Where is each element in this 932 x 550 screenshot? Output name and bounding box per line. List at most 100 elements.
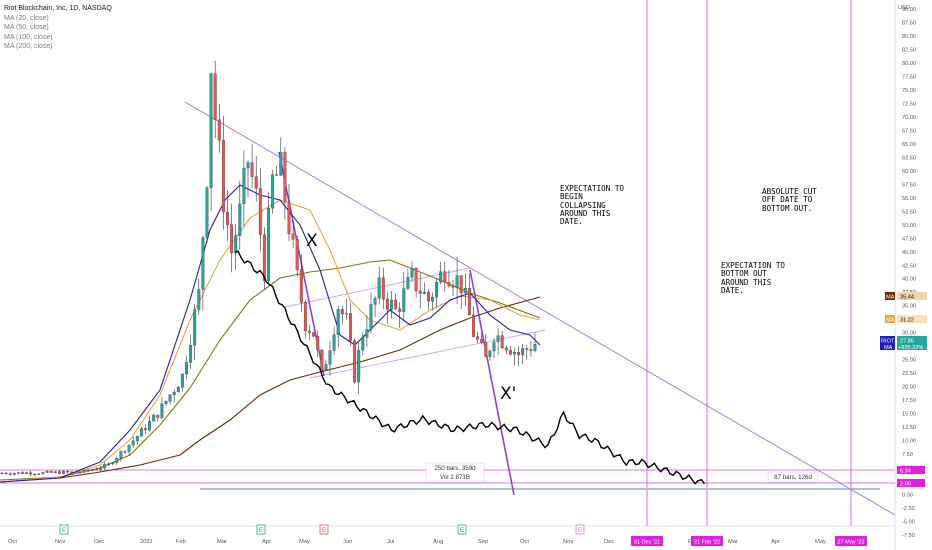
y-tick-20: 40.00 xyxy=(902,277,916,283)
earnings-marker-box[interactable] xyxy=(319,524,329,535)
candle xyxy=(500,335,504,349)
candle xyxy=(16,472,20,474)
y-tick-26: 25.00 xyxy=(902,358,916,364)
candle xyxy=(504,347,508,351)
y-tick-12: 60.00 xyxy=(902,169,916,175)
candle xyxy=(189,345,193,363)
range1-bars: 250 bars, 359d xyxy=(434,465,476,472)
y-tick-38: -5.00 xyxy=(902,520,915,526)
candle xyxy=(267,207,270,281)
x-tick-3: 2021 xyxy=(140,539,153,545)
candle xyxy=(291,233,295,240)
y-tick-15: 52.50 xyxy=(902,209,916,215)
candle xyxy=(447,282,451,287)
x-tick-9: Jul xyxy=(387,539,394,545)
y-tick-8: 70.00 xyxy=(902,115,916,121)
candle xyxy=(131,440,135,446)
legend-ma20[interactable]: MA (20, close) xyxy=(4,14,49,22)
price-tags: MA 35.44 MA 31.22 RIOT MA 27.85 +935.32%… xyxy=(880,292,927,488)
y-tick-16: 50.00 xyxy=(902,223,916,229)
candle xyxy=(451,285,455,288)
y-tick-18: 45.00 xyxy=(902,250,916,256)
candle xyxy=(521,348,525,356)
candle xyxy=(21,472,24,474)
candle xyxy=(0,472,4,474)
candle xyxy=(439,271,443,283)
candle xyxy=(385,298,389,310)
candle xyxy=(308,330,311,333)
label-x: X xyxy=(306,231,318,251)
x-tick-12: Oct xyxy=(520,539,529,545)
earnings-marker-3: E xyxy=(460,528,464,534)
earnings-marker-box[interactable] xyxy=(575,524,585,535)
candle xyxy=(492,341,496,352)
range-measure-1: 250 bars, 359d Vol 2.871B xyxy=(425,462,485,483)
candle xyxy=(476,336,480,340)
candle xyxy=(344,313,348,315)
candle xyxy=(70,471,74,473)
candle xyxy=(148,421,152,431)
candle xyxy=(103,464,106,469)
candle xyxy=(25,472,29,474)
candle xyxy=(62,471,65,474)
candle xyxy=(529,349,533,351)
candle xyxy=(472,314,475,337)
candle xyxy=(381,277,385,300)
range-measure-2: 87 bars, 126d xyxy=(767,471,819,483)
candle xyxy=(238,203,242,236)
note-bottom-out: EXPECTATION TO BOTTOM OUT AROUND THIS DA… xyxy=(721,261,786,295)
candle xyxy=(295,239,299,270)
x-tick-6: Apr xyxy=(262,539,271,545)
candle xyxy=(156,414,160,419)
x-tick-10: Aug xyxy=(433,539,443,545)
legend-ma50[interactable]: MA (50, close) xyxy=(4,24,49,31)
candle xyxy=(398,308,402,312)
earnings-marker-box[interactable] xyxy=(457,524,467,535)
ma200-line xyxy=(0,296,541,483)
candle xyxy=(357,350,361,383)
x-tick-4: Feb xyxy=(176,539,186,545)
candle xyxy=(402,288,406,312)
x-tick-1: Nov xyxy=(55,539,65,545)
earnings-marker-1: E xyxy=(259,528,263,534)
candle xyxy=(443,271,447,283)
candle xyxy=(513,352,516,355)
candle xyxy=(303,302,307,332)
date-tag-1: 31 Dec '21 xyxy=(634,540,661,546)
candle xyxy=(115,457,119,463)
candle xyxy=(168,394,172,402)
low2-tag: 2.00 xyxy=(900,482,911,488)
candle xyxy=(410,268,414,278)
candle xyxy=(406,277,410,289)
candle xyxy=(213,73,217,120)
candle xyxy=(94,469,98,471)
x-tick-11: Sep xyxy=(478,539,488,545)
y-tick-3: 82.50 xyxy=(902,47,916,53)
y-tick-33: 7.50 xyxy=(902,452,913,458)
earnings-marker-box[interactable] xyxy=(59,524,69,535)
candle xyxy=(336,309,340,335)
y-tick-17: 47.50 xyxy=(902,236,916,242)
candle xyxy=(12,473,16,475)
candle xyxy=(180,373,184,388)
earnings-marker-box[interactable] xyxy=(256,524,266,535)
range2-bars: 87 bars, 126d xyxy=(774,474,812,481)
candle xyxy=(90,469,94,471)
candle xyxy=(246,162,250,169)
candle xyxy=(435,282,439,298)
candle xyxy=(33,473,37,476)
candle xyxy=(8,473,12,475)
range1-vol: Vol 2.871B xyxy=(440,474,470,481)
candle xyxy=(459,275,463,294)
legend-ma100[interactable]: MA (100, close) xyxy=(4,33,53,41)
candle xyxy=(353,340,357,383)
y-tick-0: 90.00 xyxy=(902,7,916,13)
legend-ma200[interactable]: MA (200, close) xyxy=(4,43,53,50)
y-tick-28: 20.00 xyxy=(902,385,916,391)
y-tick-37: -2.50 xyxy=(902,506,915,512)
x-tick-17: Apr xyxy=(771,539,780,545)
y-tick-7: 72.50 xyxy=(902,101,916,107)
x-tick-5: Mar xyxy=(217,539,227,545)
